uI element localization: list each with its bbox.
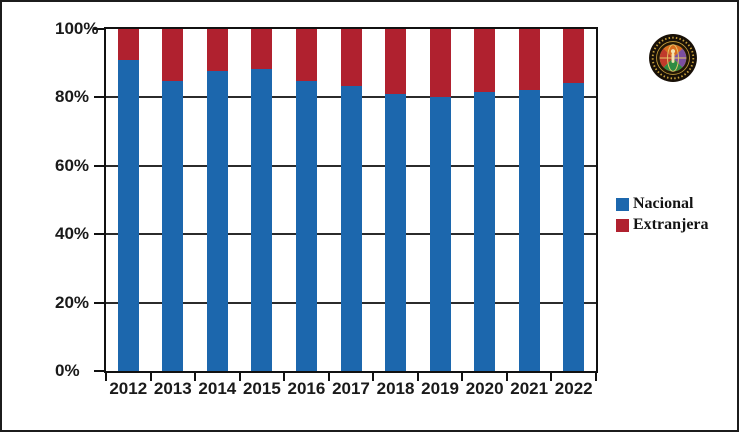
- x-axis-label-2019: 2019: [421, 379, 459, 398]
- x-axis-label-2020: 2020: [465, 379, 504, 398]
- x-axis-label-2022: 2022: [554, 379, 593, 398]
- x-tick-7: [416, 373, 419, 381]
- x-tick-2: [194, 373, 197, 381]
- bar-2018-nacional-segment: [385, 93, 407, 371]
- bar-2012: [117, 29, 139, 371]
- x-axis-label-2013: 2013: [153, 379, 192, 398]
- bar-2017-extranjera-segment: [340, 29, 362, 87]
- x-tick-8: [461, 373, 464, 381]
- y-axis-label-100: 100%: [55, 19, 99, 38]
- bar-2017-nacional-segment: [340, 86, 362, 371]
- legend-label-nacional: Nacional: [633, 195, 694, 212]
- bar-2019-nacional-segment: [429, 97, 451, 371]
- extranjera-swatch-icon: [616, 218, 629, 232]
- y-tick-20: [94, 301, 104, 304]
- y-tick-0: [94, 370, 104, 372]
- x-axis-label-2021: 2021: [510, 379, 549, 398]
- bar-2018: [385, 29, 407, 371]
- x-tick-3: [238, 373, 241, 381]
- bar-2021-extranjera-segment: [518, 29, 540, 90]
- x-axis-label-2018: 2018: [376, 379, 415, 398]
- nacional-swatch-icon: [616, 197, 629, 211]
- legend-label-extranjera: Extranjera: [633, 216, 709, 233]
- y-tick-100: [94, 28, 104, 30]
- bar-2013-extranjera-segment: [162, 29, 184, 81]
- bar-2016: [295, 29, 317, 371]
- y-axis-label-40: 40%: [55, 224, 90, 244]
- bar-2022-nacional-segment: [563, 82, 585, 371]
- x-axis-label-2014: 2014: [198, 379, 237, 398]
- y-axis-label-80: 80%: [55, 87, 90, 107]
- x-axis-label-2012: 2012: [109, 379, 148, 398]
- bar-2017: [340, 29, 362, 371]
- bar-2013-nacional-segment: [162, 80, 184, 371]
- y-axis-label-60: 60%: [55, 155, 90, 175]
- y-tick-80: [94, 96, 104, 99]
- organization-seal-logo: [649, 34, 697, 82]
- bar-2014-extranjera-segment: [206, 29, 228, 72]
- x-tick-11: [595, 373, 597, 381]
- chart-legend: Nacional Extranjera: [616, 196, 709, 238]
- x-axis-label-2017: 2017: [332, 379, 370, 398]
- bar-2018-extranjera-segment: [385, 29, 407, 94]
- x-tick-5: [327, 373, 330, 381]
- bar-2022: [563, 29, 585, 371]
- x-tick-6: [372, 373, 375, 381]
- bar-2020-nacional-segment: [474, 91, 496, 371]
- bar-2019: [429, 29, 451, 371]
- bar-2016-extranjera-segment: [295, 29, 317, 81]
- bar-2015-extranjera-segment: [251, 29, 273, 70]
- bar-2020: [474, 29, 496, 371]
- x-axis-label-2015: 2015: [242, 379, 281, 398]
- bar-2022-extranjera-segment: [563, 29, 585, 83]
- y-axis-label-20: 20%: [55, 292, 90, 312]
- bar-2012-nacional-segment: [117, 60, 139, 371]
- bar-2014-nacional-segment: [206, 71, 228, 371]
- x-tick-1: [149, 373, 152, 381]
- legend-item-nacional: Nacional: [616, 196, 709, 212]
- x-tick-0: [105, 373, 107, 381]
- bar-2013: [162, 29, 184, 371]
- bar-2021-nacional-segment: [518, 89, 540, 371]
- y-tick-40: [94, 233, 104, 236]
- x-tick-10: [550, 373, 553, 381]
- x-axis-label-2016: 2016: [287, 379, 326, 398]
- bar-2015: [251, 29, 273, 371]
- y-tick-60: [94, 164, 104, 167]
- x-tick-4: [283, 373, 286, 381]
- bar-2016-nacional-segment: [295, 80, 317, 371]
- bar-2014: [206, 29, 228, 371]
- plot-area: [104, 27, 598, 373]
- bar-2015-nacional-segment: [251, 69, 273, 371]
- legend-item-extranjera: Extranjera: [616, 217, 709, 233]
- y-axis-label-0: 0%: [55, 361, 80, 380]
- bar-2019-extranjera-segment: [429, 29, 451, 98]
- bar-2021: [518, 29, 540, 371]
- bar-2012-extranjera-segment: [117, 29, 139, 61]
- x-tick-9: [505, 373, 508, 381]
- bar-2020-extranjera-segment: [474, 29, 496, 92]
